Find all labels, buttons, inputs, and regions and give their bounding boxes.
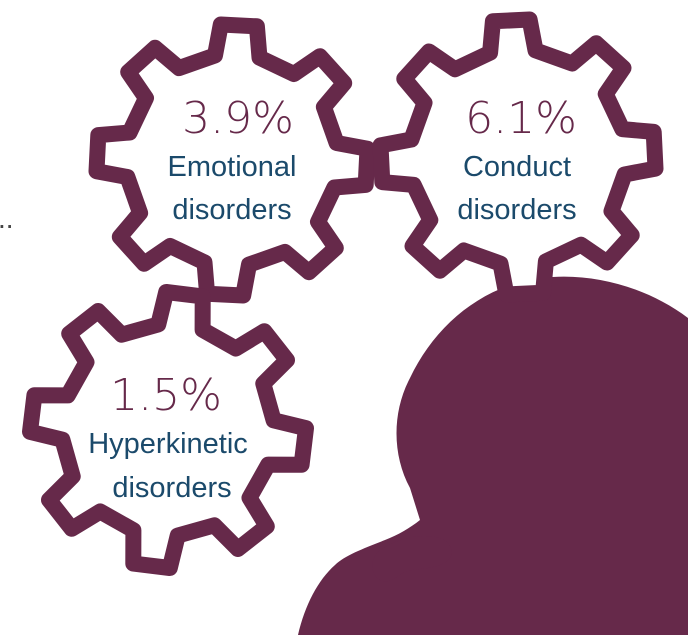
gear-percent: 3.9% (182, 93, 294, 144)
gear-emotional: 3.9% Emotional disorders (88, 16, 376, 304)
gear-label-line1: Emotional (168, 151, 297, 183)
ellipsis-text: .. (0, 203, 14, 234)
gear-label-line2: disorders (172, 194, 291, 226)
gear-label-line2: disorders (457, 194, 576, 226)
silhouette-hand (372, 535, 452, 582)
gear-outline (372, 11, 664, 303)
gear-percent: 1.5% (110, 370, 222, 421)
gear-outline (88, 16, 376, 304)
gear-percent: 6.1% (465, 93, 577, 144)
gear-conduct: 6.1% Conduct disorders (372, 11, 664, 303)
gear-outline (22, 284, 314, 576)
child-silhouette (298, 276, 688, 635)
gear-label-line1: Conduct (463, 151, 571, 183)
gear-label-line1: Hyperkinetic (88, 428, 248, 460)
gear-label-line2: disorders (112, 472, 231, 504)
gear-hyperkinetic: 1.5% Hyperkinetic disorders (22, 284, 314, 576)
